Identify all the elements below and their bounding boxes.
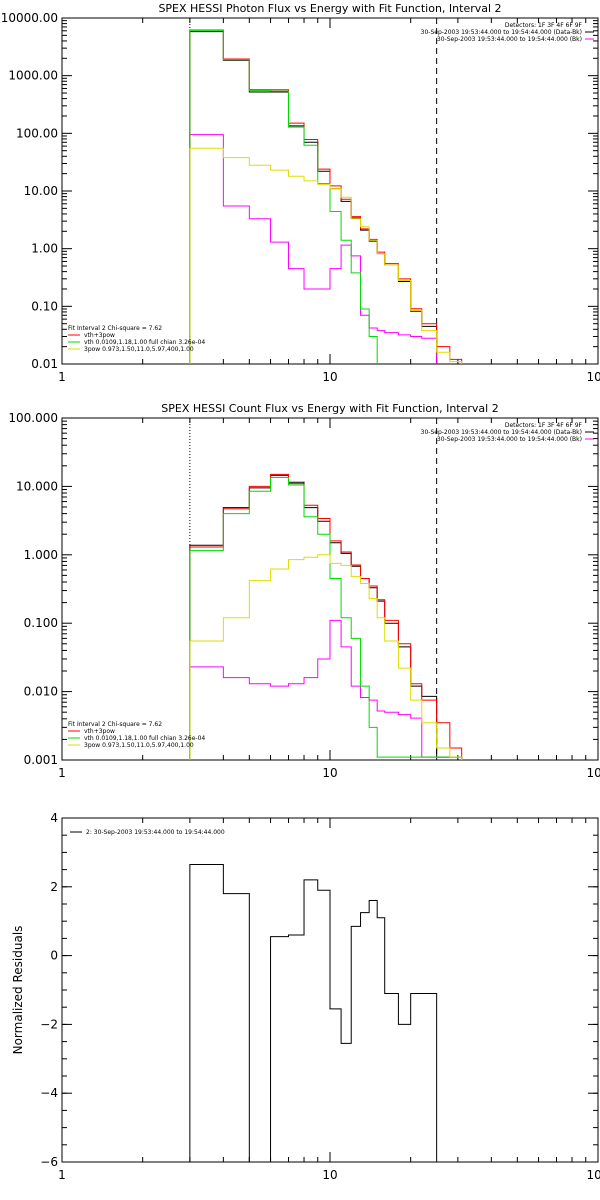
x-tick-label: 1 — [58, 370, 66, 384]
y-tick-label: 100.00 — [16, 126, 58, 140]
series-line-3pow — [189, 147, 463, 364]
plot-frame — [61, 817, 599, 1163]
series-line-bk — [189, 619, 463, 760]
series-line-3pow — [189, 554, 463, 760]
y-tick-label: 0.001 — [24, 753, 58, 767]
chart-title: SPEX HESSI Photon Flux vs Energy with Fi… — [158, 2, 501, 15]
photon-flux-chart: SPEX HESSI Photon Flux vs Energy with Fi… — [1, 2, 600, 384]
series-line-vth — [189, 29, 378, 364]
plot-frame — [61, 17, 599, 365]
y-tick-label: 0 — [50, 949, 58, 963]
series-line-data-bk — [189, 31, 438, 364]
y-tick-label: 0.010 — [24, 685, 58, 699]
series-line-data-bk — [189, 474, 463, 760]
x-tick-label: 100 — [587, 370, 600, 384]
y-tick-label: 1000.00 — [8, 69, 58, 83]
y-tick-label: 1.00 — [31, 242, 58, 256]
legend-label: vth+3pow — [84, 728, 115, 735]
x-tick-label: 100 — [587, 766, 600, 780]
y-tick-label: 0.10 — [31, 299, 58, 313]
legend-label: vth 0.0109,1.18,1.00 full chian 3.26e-04 — [84, 735, 205, 742]
y-tick-label: −6 — [40, 1155, 58, 1169]
corner-text-line: 30-Sep-2003 19:53:44.000 to 19:54:44.000… — [421, 429, 582, 436]
y-tick-label: 4 — [50, 811, 58, 825]
corner-text-line: Detectors: 1F 3F 4F 6F 9F — [505, 422, 583, 429]
y-tick-label: 0.100 — [24, 616, 58, 630]
series-line-vth — [189, 476, 463, 760]
x-tick-label: 1 — [58, 766, 66, 780]
series-line-2-30-sep-2003-19-53-44-000-to-19-54-44-000 — [189, 863, 438, 1162]
x-tick-label: 10 — [322, 370, 337, 384]
y-tick-label: 100.000 — [8, 411, 58, 425]
residuals-chart: Normalized Residuals 1 10 100 4 2 0 −2 −4 −6 2: 30… — [11, 811, 600, 1182]
y-tick-label: 10.00 — [24, 184, 58, 198]
y-tick-label: −4 — [40, 1086, 58, 1100]
y-tick-label: 1.000 — [24, 548, 58, 562]
count-flux-chart: SPEX HESSI Count Flux vs Energy with Fit… — [8, 402, 600, 780]
x-tick-label: 100 — [587, 1168, 600, 1182]
corner-text-line: 30-Sep-2003 19:53:44.000 to 19:54:44.000… — [437, 36, 582, 43]
fit-info-text: Fit Interval 2 Chi-square = 7.62 — [68, 721, 162, 728]
y-tick-label: 10000.00 — [1, 11, 58, 25]
legend-label: vth+3pow — [84, 332, 115, 339]
y-tick-label: 0.01 — [31, 357, 58, 371]
y-axis-label: Normalized Residuals — [11, 926, 25, 1055]
corner-text-line: 30-Sep-2003 19:53:44.000 to 19:54:44.000… — [437, 436, 582, 443]
x-tick-label: 1 — [58, 1168, 66, 1182]
legend-label: 3pow 0.973,1.50,11.0,5.97,400,1.00 — [84, 742, 194, 749]
chart-title: SPEX HESSI Count Flux vs Energy with Fit… — [161, 402, 498, 415]
fit-info-text: Fit Interval 2 Chi-square = 7.62 — [68, 325, 162, 332]
series-line-vth-3pow — [189, 473, 463, 760]
y-tick-label: 10.000 — [16, 479, 58, 493]
corner-text-line: 30-Sep-2003 19:53:44.000 to 19:54:44.000… — [421, 29, 582, 36]
y-tick-label: −2 — [40, 1017, 58, 1031]
legend-label: 2: 30-Sep-2003 19:53:44.000 to 19:54:44.… — [86, 829, 225, 836]
plot-frame — [61, 417, 599, 761]
x-tick-label: 10 — [322, 1168, 337, 1182]
legend-label: vth 0.0109,1.18,1.00 full chian 3.26e-04 — [84, 339, 205, 346]
x-tick-label: 10 — [322, 766, 337, 780]
corner-text-line: Detectors: 1F 3F 4F 6F 9F — [505, 22, 583, 29]
legend-label: 3pow 0.973,1.50,11.0,5.97,400,1.00 — [84, 346, 194, 353]
y-tick-label: 2 — [50, 880, 58, 894]
